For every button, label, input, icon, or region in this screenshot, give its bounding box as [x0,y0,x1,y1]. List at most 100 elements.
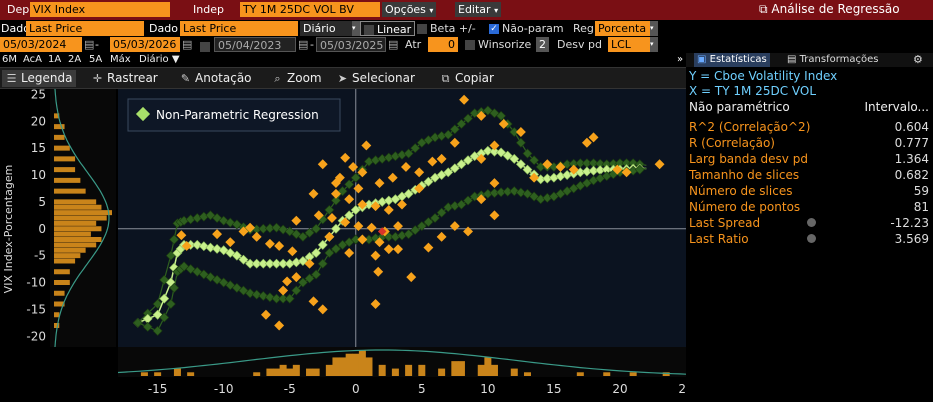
stat-row[interactable]: Last Ratio 3.569 [689,231,929,247]
scatter-point[interactable] [374,178,385,189]
scatter-point[interactable] [401,161,411,172]
scatter-point[interactable] [588,132,599,143]
scatter-point[interactable] [427,156,438,167]
regression-analysis-title[interactable]: ⧉ Análise de Regressão [756,2,903,17]
tab-statistics[interactable]: ▣ Estatísticas [694,53,770,67]
end-date-input-1[interactable]: 05/03/2026 [110,37,180,52]
annotate-button[interactable]: ✎ Anotação [180,70,252,87]
copy-button[interactable]: ⧉ Copiar [440,70,494,87]
scatter-point[interactable] [324,231,335,242]
scatter-point[interactable] [331,178,341,189]
scatter-point[interactable] [476,194,487,205]
scatter-point[interactable] [581,137,592,148]
calendar-icon[interactable]: ▤ [84,38,95,51]
select-button[interactable]: ➤ Selecionar [337,70,415,87]
scatter-point[interactable] [357,167,368,178]
scatter-point[interactable] [344,247,355,258]
track-button[interactable]: ✛ Rastrear [92,70,158,87]
scatter-point[interactable] [176,230,187,241]
chart-legend[interactable]: Non-Parametric Regression [127,98,341,132]
scatter-point[interactable] [238,226,249,237]
scatter-point[interactable] [387,172,398,183]
scatter-point[interactable] [449,221,460,232]
scatter-point[interactable] [357,199,368,210]
period-max[interactable]: Máx [110,54,131,65]
calendar-icon[interactable]: ▤ [298,38,309,51]
end-date-input-2[interactable]: 05/03/2025 [316,37,386,52]
tab-transformations[interactable]: ▤ Transformações [784,53,882,67]
scatter-point[interactable] [414,183,425,194]
scatter-point[interactable] [612,164,623,175]
scatter-point[interactable] [274,241,285,251]
scatter-point[interactable] [383,204,394,215]
scatter-point[interactable] [287,246,298,257]
start-date-input-1[interactable]: 05/03/2024 [0,37,82,52]
nonparam-toggle[interactable]: ✓ Não-param [486,21,567,36]
stat-row[interactable]: Larg banda desv pd 1.364 [689,151,929,167]
winsorize-toggle[interactable]: Winsorize [462,37,534,52]
gear-icon[interactable]: ⚙ [913,53,923,66]
scatter-point[interactable] [264,238,275,249]
start-date-input-2[interactable]: 05/04/2023 [214,37,296,52]
stat-row[interactable]: Last Spread -12.23 [689,215,929,231]
indep-input[interactable]: TY 1M 25DC VOL BV [240,2,380,17]
reg-select[interactable]: Porcenta [595,21,650,36]
collapse-icon[interactable]: » [677,54,684,65]
scatter-point[interactable] [348,161,359,172]
scatter-point[interactable] [353,183,364,194]
desv-caret-icon[interactable]: ▾ [650,37,658,52]
scatter-point[interactable] [568,164,579,175]
scatter-point[interactable] [313,210,324,221]
calendar-icon[interactable]: ▤ [182,38,193,51]
scatter-point[interactable] [436,153,447,164]
regression-chart[interactable]: 25 20 15 10 5 0 -5 -10 -15 -20 -15 -10 -5 0 5 10 15 20 25… [0,89,686,402]
scatter-point[interactable] [353,221,364,232]
scatter-point[interactable] [542,159,553,170]
scatter-point[interactable] [476,153,487,164]
scatter-point[interactable] [181,241,192,251]
range2-checkbox[interactable] [200,39,213,54]
winsorize-value[interactable]: 2 [536,37,549,52]
scatter-point[interactable] [327,213,337,223]
frequency-caret-icon[interactable]: ▾ [352,21,360,36]
stat-row[interactable]: Número de slices 59 [689,183,929,199]
period-6m[interactable]: 6M [2,54,17,65]
scatter-point[interactable] [374,237,385,248]
linear-toggle[interactable]: Linear [360,21,416,36]
info-icon[interactable] [807,218,816,227]
desv-select[interactable]: LCL [608,37,650,52]
edit-menu[interactable]: Editar ▾ [455,2,502,17]
options-menu[interactable]: Opções ▾ [382,2,437,17]
scatter-point[interactable] [331,188,341,199]
period-frequency[interactable]: Diário ▼ [137,52,182,67]
scatter-point[interactable] [621,167,632,178]
scatter-point[interactable] [225,237,236,248]
scatter-point[interactable] [515,127,526,137]
scatter-point[interactable] [340,152,351,163]
stat-row[interactable]: R^2 (Correlação^2) 0.604 [689,119,929,135]
scatter-point[interactable] [291,215,302,226]
scatter-point[interactable] [423,242,434,253]
dado1-select[interactable]: Last Price [26,21,144,36]
scatter-point[interactable] [393,244,403,255]
stat-row[interactable]: Tamanho de slices 0.682 [689,167,929,183]
scatter-point[interactable] [414,167,425,178]
stat-row[interactable]: R (Correlação) 0.777 [689,135,929,151]
scatter-point[interactable] [344,194,355,205]
beta-toggle[interactable]: Beta +/- [414,21,479,36]
info-icon[interactable] [807,234,816,243]
scatter-point[interactable] [340,217,351,228]
scatter-point[interactable] [393,221,403,232]
scatter-point[interactable] [436,231,447,242]
period-aca[interactable]: AcA [23,54,43,65]
scatter-point[interactable] [212,229,223,240]
period-1a[interactable]: 1A [48,54,62,65]
scatter-point[interactable] [308,188,319,199]
scatter-point[interactable] [282,276,293,287]
scatter-point[interactable] [366,222,377,233]
scatter-point[interactable] [397,199,407,210]
scatter-point[interactable] [245,222,256,233]
scatter-point[interactable] [463,226,473,237]
zoom-button[interactable]: ⌕ Zoom [272,70,321,87]
stat-row[interactable]: Número de pontos 81 [689,199,929,215]
